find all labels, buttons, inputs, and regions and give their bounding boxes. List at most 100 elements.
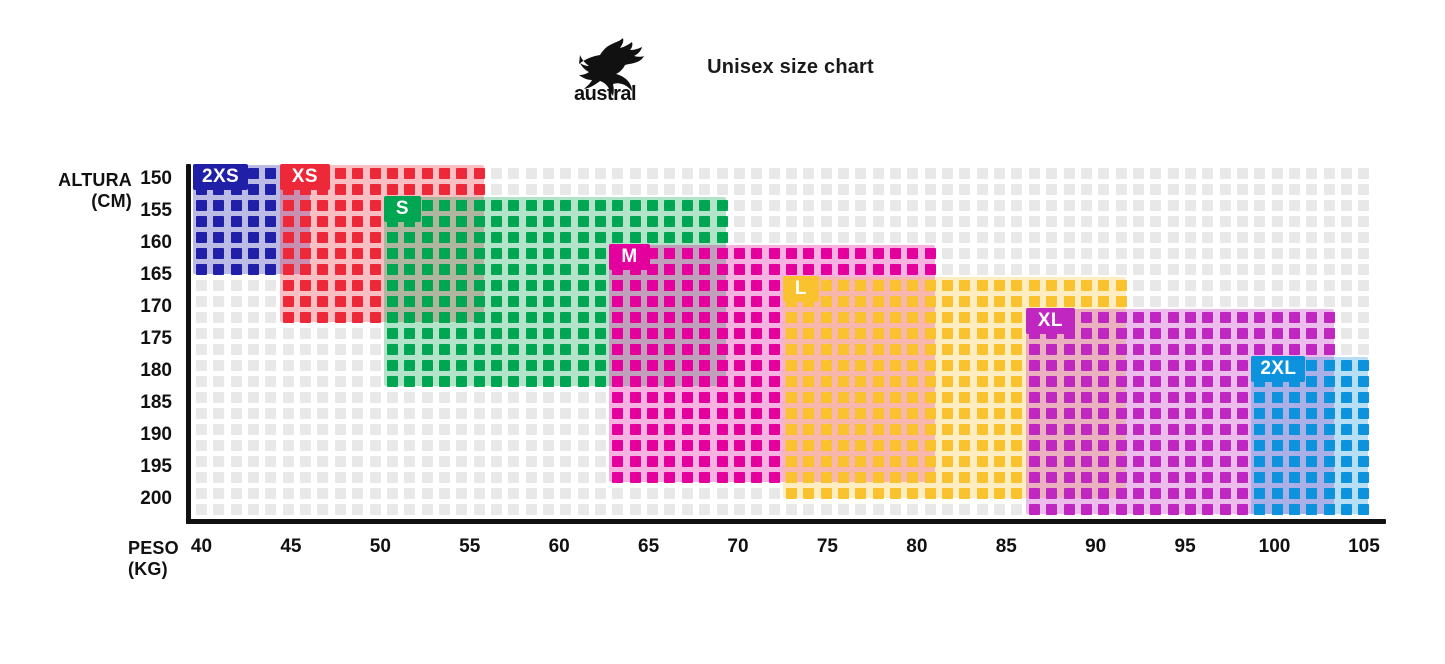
grid-dot-m: [699, 264, 711, 275]
grid-dot: [837, 184, 849, 195]
grid-dot: [1150, 168, 1162, 179]
grid-dot-s: [490, 376, 502, 387]
grid-dot-s: [577, 344, 589, 355]
y-tick-150: 150: [140, 168, 172, 189]
grid-dot-s: [473, 360, 485, 371]
grid-dot-s: [404, 296, 416, 307]
grid-dot-s: [647, 200, 659, 211]
grid-dot-xl: [1150, 488, 1162, 499]
grid-dot-m: [681, 248, 693, 259]
grid-dot: [369, 360, 381, 371]
grid-dot-s: [612, 232, 624, 243]
grid-dot: [282, 376, 294, 387]
grid-dot-l: [959, 456, 971, 467]
grid-dot-l: [1011, 360, 1023, 371]
grid-dot-xl: [1098, 488, 1110, 499]
grid-dot-xl: [1132, 456, 1144, 467]
grid-dot-m: [716, 360, 728, 371]
grid-dot-xl: [1167, 440, 1179, 451]
grid-dot-xs: [300, 312, 312, 323]
grid-dot-2xs: [196, 248, 207, 259]
grid-dot-m: [768, 296, 780, 307]
grid-dot: [751, 184, 763, 195]
grid-dot-l: [1011, 296, 1023, 307]
grid-dot-m: [699, 312, 711, 323]
grid-dot-xs: [334, 312, 346, 323]
grid-dot-l: [907, 488, 919, 499]
grid-dot: [352, 376, 364, 387]
grid-dot-xl: [1046, 504, 1058, 515]
grid-dot-2xs: [196, 264, 207, 275]
grid-dot-l: [1011, 488, 1023, 499]
grid-dot-l: [872, 392, 884, 403]
grid-dot: [1219, 216, 1231, 227]
grid-dot: [196, 296, 207, 307]
grid-dot: [1219, 232, 1231, 243]
grid-dot: [768, 168, 780, 179]
grid-dot: [1202, 184, 1214, 195]
grid-dot-s: [577, 296, 589, 307]
grid-dot: [508, 488, 520, 499]
grid-dot-m: [647, 360, 659, 371]
grid-dot-xl: [1202, 472, 1214, 483]
grid-dot-m: [768, 440, 780, 451]
grid-dot: [994, 216, 1006, 227]
grid-dot: [733, 504, 745, 515]
grid-dot: [1132, 232, 1144, 243]
grid-dot-2xl: [1341, 456, 1353, 467]
grid-dot-s: [438, 376, 450, 387]
grid-dot-l: [976, 376, 988, 387]
grid-dot-xl: [1098, 376, 1110, 387]
grid-dot-m: [733, 424, 745, 435]
grid-dot-xs: [352, 200, 364, 211]
grid-dot: [1150, 296, 1162, 307]
grid-dot-s: [595, 232, 607, 243]
grid-dot: [1063, 168, 1075, 179]
grid-dot: [924, 504, 936, 515]
grid-dot: [1237, 168, 1248, 179]
grid-dot: [681, 488, 693, 499]
grid-dot-xl: [1046, 360, 1058, 371]
grid-dot-xl: [1028, 392, 1040, 403]
size-badge-l: L: [782, 276, 819, 302]
grid-dot-s: [577, 376, 589, 387]
grid-dot-l: [837, 424, 849, 435]
grid-dot: [282, 424, 294, 435]
grid-dot-m: [733, 344, 745, 355]
grid-dot-l: [872, 312, 884, 323]
grid-dot-m: [751, 440, 763, 451]
grid-dot-m: [768, 280, 780, 291]
grid-dot: [1132, 200, 1144, 211]
grid-dot-xl: [1115, 392, 1127, 403]
grid-dot-s: [456, 360, 468, 371]
grid-dot: [248, 504, 260, 515]
grid-dot: [196, 408, 207, 419]
grid-dot-l: [942, 392, 954, 403]
grid-dot: [196, 424, 207, 435]
grid-dot: [1132, 248, 1144, 259]
grid-dot: [525, 392, 537, 403]
grid-dot: [942, 248, 954, 259]
grid-dot-xs: [334, 232, 346, 243]
grid-dot-2xl: [1289, 504, 1301, 515]
grid-dot: [855, 216, 867, 227]
grid-dot-xl: [1098, 504, 1110, 515]
grid-dot-xl: [1132, 504, 1144, 515]
grid-dot: [890, 216, 901, 227]
grid-dot: [612, 504, 624, 515]
grid-dot-l: [976, 296, 988, 307]
x-tick-80: 80: [906, 536, 928, 557]
grid-dot-s: [543, 280, 554, 291]
grid-dot: [300, 392, 312, 403]
grid-dot-xl: [1115, 328, 1127, 339]
grid-dot: [595, 168, 607, 179]
grid-dot: [577, 408, 589, 419]
grid-dot: [1237, 184, 1248, 195]
grid-dot-s: [681, 216, 693, 227]
grid-dot-xl: [1184, 504, 1196, 515]
grid-dot-s: [421, 328, 433, 339]
grid-dot-l: [959, 472, 971, 483]
grid-dot-m: [768, 408, 780, 419]
grid-dot-xl: [1323, 344, 1335, 355]
grid-dot-s: [543, 344, 554, 355]
